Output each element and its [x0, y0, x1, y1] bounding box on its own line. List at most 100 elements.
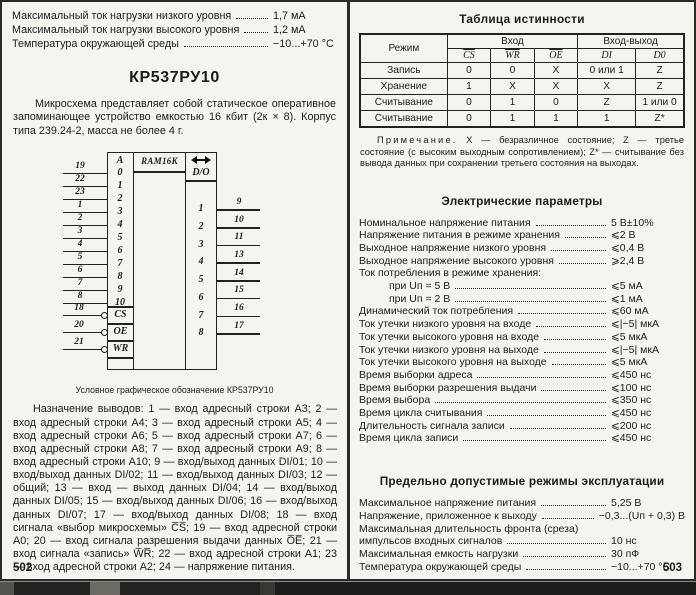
chip-symbol-outline	[107, 152, 217, 371]
spec-label: Время выборки разрешения выдачи	[359, 381, 537, 394]
pin-line	[63, 276, 107, 279]
spec-value: ⩾2,4 В	[611, 254, 645, 267]
dotted-leader	[551, 364, 606, 366]
dotted-leader	[487, 415, 606, 417]
spec-row: Ток утечки низкого уровня на выходе ⩽|−5…	[359, 344, 685, 357]
di-signal-label: DI	[601, 50, 612, 61]
pin-line	[63, 237, 107, 240]
truth-table-cell: 0 или 1	[577, 62, 637, 79]
spec-row: Напряжение, приложенное к выходу −0,3...…	[359, 510, 685, 523]
page-number-left: 502	[13, 562, 33, 574]
address-block-header: A	[116, 155, 124, 167]
pin-number: 21	[74, 336, 84, 347]
spec-row: Номинальное напряжение питания 5 В±10%	[359, 217, 685, 230]
note-text: X — безразличное состояние; Z — третье с…	[360, 135, 684, 168]
spec-row: Максимальное напряжение питания 5,25 В	[359, 497, 685, 510]
col-header-wr: WR	[490, 48, 535, 63]
pin-number: 23	[75, 186, 85, 197]
io-label: 6	[198, 291, 204, 303]
spec-label: импульсов входных сигналов	[359, 535, 503, 548]
address-label: 0	[117, 167, 123, 179]
address-label: 8	[117, 271, 123, 283]
pin-line	[63, 289, 107, 292]
pin-number: 13	[234, 249, 244, 260]
spec-row: Температура окружающей среды −10...+70 °…	[359, 561, 685, 574]
spec-value: ⩽5 мА	[611, 280, 643, 293]
dotted-leader	[509, 427, 606, 429]
spec-value: ⩽450 нс	[611, 432, 652, 445]
spec-label: Напряжение питания в режиме хранения	[359, 229, 560, 242]
dotted-leader	[541, 389, 606, 391]
truth-table-title: Таблица истинности	[459, 12, 585, 26]
spec-value: ⩽350 нс	[611, 394, 652, 407]
spec-row: Время цикла записи ⩽450 нс	[359, 432, 685, 445]
pin-number: 11	[234, 232, 244, 243]
col-header-cs: CS	[446, 48, 492, 63]
spec-label: Максимальное напряжение питания	[359, 497, 537, 510]
pin-line	[217, 280, 260, 282]
truth-table-row: Считывание 0 1 1 1 Z*	[359, 110, 685, 128]
spec-value: ⩽5 мкА	[611, 330, 648, 343]
truth-table-cell: 1	[577, 110, 637, 128]
spec-label: Номинальное напряжение питания	[359, 216, 531, 229]
electrical-params-title: Электрические параметры	[441, 193, 603, 208]
spec-label: Максимальная емкость нагрузки	[359, 547, 519, 560]
pin-number: 1	[77, 199, 83, 210]
dotted-leader	[565, 237, 606, 239]
spec-row: Время цикла считывания ⩽450 нс	[359, 407, 685, 420]
dotted-leader	[558, 262, 606, 264]
pin-number: 3	[77, 225, 83, 236]
spec-label: Напряжение, приложенное к выходу	[359, 509, 537, 522]
truth-table-cell: Считывание	[359, 94, 448, 111]
dotted-leader	[244, 32, 268, 34]
spec-value: 1,7 мА	[273, 10, 306, 22]
inversion-circle	[100, 345, 108, 353]
page-left: Максимальный ток нагрузки низкого уровня…	[0, 0, 349, 581]
scan-bottom-edge	[0, 581, 696, 595]
dotted-leader	[507, 543, 606, 545]
pin-number: 15	[234, 285, 244, 296]
spec-label: Время выборки адреса	[359, 368, 473, 381]
io-label: 7	[198, 309, 204, 321]
diagram-caption: Условное графическое обозначение КР537РУ…	[75, 385, 274, 396]
spec-label: Ток потребления в режиме хранения:	[359, 267, 542, 280]
dotted-leader	[518, 313, 606, 315]
spec-row: Время выборки разрешения выдачи ⩽100 нс	[359, 382, 685, 395]
control-cell-line	[108, 306, 133, 308]
dotted-leader	[183, 46, 268, 48]
chip-divider-line	[133, 153, 135, 370]
chip-description: Микросхема представляет собой статическо…	[13, 97, 336, 137]
spec-row: Максимальная емкость нагрузки 30 пФ	[359, 548, 685, 561]
col-header-mode: Режим	[359, 33, 448, 63]
spec-value: 30 пФ	[611, 547, 640, 560]
spec-value: 1,2 мА	[273, 24, 306, 37]
truth-table-cell: Хранение	[359, 78, 448, 95]
note-label: Примечание.	[377, 135, 458, 145]
electrical-params-list: Номинальное напряжение питания 5 В±10% Н…	[359, 217, 685, 446]
spec-row: Ток потребления в режиме хранения:	[359, 267, 685, 280]
spec-label: при Uп = 2 В	[389, 292, 451, 305]
pin-line	[63, 211, 107, 214]
pin-line	[217, 297, 260, 300]
bidirectional-arrow-icon	[187, 156, 215, 165]
control-cell-line	[108, 323, 133, 325]
spec-value: −0,3...(Uп + 0,3) В	[598, 509, 685, 522]
spec-value: ⩽5 мкА	[611, 356, 648, 369]
wr-signal-label: WR	[505, 50, 520, 61]
address-label: 5	[117, 232, 123, 244]
spec-row: Ток утечки низкого уровня на входе ⩽|−5|…	[359, 318, 685, 331]
truth-table-cell: X	[533, 78, 579, 95]
spec-value: 5,25 В	[611, 497, 642, 510]
spec-label: Максимальный ток нагрузки низкого уровня	[12, 10, 232, 22]
pin-number: 16	[234, 303, 244, 314]
truth-table-cell: 1	[446, 78, 492, 95]
truth-table-cell: Z	[635, 78, 685, 95]
spec-row: Ток утечки высокого уровня на входе ⩽5 м…	[359, 331, 685, 344]
pin-number: 6	[77, 264, 83, 275]
truth-table-cell: 1 или 0	[635, 94, 685, 111]
address-label: 7	[117, 258, 123, 270]
truth-table-cell: 0	[446, 94, 492, 111]
pin-number: 4	[77, 238, 83, 249]
spec-row: Время выборки адреса ⩽450 нс	[359, 369, 685, 382]
chip-part-title: КР537РУ10	[129, 68, 220, 86]
